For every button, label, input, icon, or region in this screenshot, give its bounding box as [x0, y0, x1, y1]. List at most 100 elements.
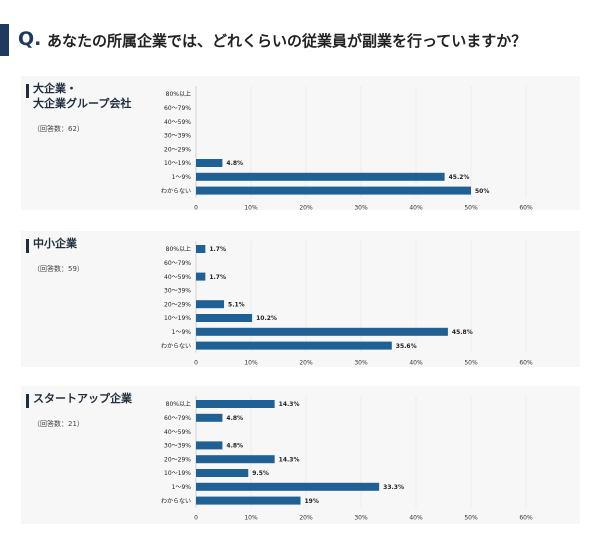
- category-label: 60〜79%: [164, 415, 191, 422]
- category-label: 60〜79%: [164, 260, 191, 267]
- x-tick-label: 10%: [244, 360, 258, 367]
- x-tick-label: 10%: [244, 515, 258, 522]
- question-text: あなたの所属企業では、どれくらいの従業員が副業を行っていますか？: [47, 32, 527, 50]
- bar: [196, 245, 206, 253]
- question-header: Q. あなたの所属企業では、どれくらいの従業員が副業を行っていますか？: [0, 0, 600, 64]
- bar: [196, 341, 392, 350]
- category-label: 30〜39%: [164, 443, 191, 450]
- data-label: 5.1%: [228, 301, 245, 308]
- panel-title-line: スタートアップ企業: [33, 392, 132, 405]
- category-label: 10〜19%: [164, 470, 191, 477]
- x-tick-label: 40%: [409, 205, 423, 212]
- category-label: 20〜29%: [164, 456, 191, 463]
- bar-chart: 0 10% 20% 30% 40% 50% 60% 80%以上 1.7% 60〜79% 40〜59%…: [161, 241, 533, 367]
- question-accent-bar: [0, 24, 9, 56]
- x-tick-label: 30%: [354, 360, 368, 367]
- category-label: 80%以上: [166, 90, 191, 98]
- question-mark: Q.: [18, 28, 42, 50]
- category-label: わからない: [161, 498, 191, 505]
- category-label: 40〜59%: [164, 274, 191, 281]
- panel-title-marker: [26, 84, 29, 98]
- bar: [196, 186, 471, 195]
- respondent-count: （回答数：21）: [33, 420, 84, 428]
- chart-panel-large-enterprise: 大企業・ 大企業グループ会社 （回答数：62） 0 10% 20% 30% 40% 50%…: [21, 76, 580, 212]
- chart-panel-sme: 中小企業 （回答数：59） 0 10% 20% 30% 40% 50% 60% 80%以上 1.…: [21, 231, 580, 367]
- category-label: 40〜59%: [164, 429, 191, 436]
- category-label: わからない: [161, 188, 191, 195]
- panel-title-line: 大企業・: [33, 82, 77, 95]
- data-label: 50%: [475, 188, 489, 195]
- x-tick-label: 60%: [519, 515, 533, 522]
- respondent-count: （回答数：59）: [33, 265, 84, 273]
- category-label: 20〜29%: [164, 301, 191, 308]
- data-label: 4.8%: [226, 415, 243, 422]
- bar: [196, 300, 225, 309]
- x-tick-label: 30%: [354, 515, 368, 522]
- data-label: 4.8%: [226, 160, 243, 167]
- data-label: 9.5%: [252, 470, 269, 477]
- bar: [196, 327, 448, 336]
- bar: [196, 272, 206, 281]
- panel-title: スタートアップ企業: [33, 391, 183, 406]
- category-label: 20〜29%: [164, 146, 191, 153]
- data-label: 35.6%: [396, 343, 417, 350]
- x-tick-label: 30%: [354, 205, 368, 212]
- panel-title-line: 中小企業: [33, 237, 77, 250]
- x-tick-label: 40%: [409, 515, 423, 522]
- panel-title-marker: [26, 394, 29, 408]
- x-tick-label: 0: [194, 205, 198, 212]
- bar: [196, 159, 223, 167]
- category-label: 30〜39%: [164, 133, 191, 140]
- bar: [196, 496, 301, 505]
- panel-title: 大企業・ 大企業グループ会社: [33, 81, 183, 111]
- bar: [196, 482, 380, 491]
- x-tick-label: 10%: [244, 205, 258, 212]
- category-label: 1〜9%: [172, 174, 192, 181]
- data-label: 45.8%: [452, 329, 473, 336]
- category-label: わからない: [161, 343, 191, 350]
- bar: [196, 455, 275, 464]
- category-label: 1〜9%: [172, 484, 192, 491]
- data-label: 19%: [305, 498, 319, 505]
- category-label: 80%以上: [166, 245, 191, 253]
- data-label: 10.2%: [256, 315, 277, 322]
- category-label: 1〜9%: [172, 329, 192, 336]
- category-label: 10〜19%: [164, 160, 191, 167]
- x-tick-label: 60%: [519, 360, 533, 367]
- panel-title: 中小企業: [33, 236, 183, 251]
- x-tick-label: 50%: [464, 515, 478, 522]
- x-tick-label: 20%: [299, 515, 313, 522]
- respondent-count: （回答数：62）: [33, 125, 84, 133]
- data-label: 4.8%: [226, 443, 243, 450]
- x-tick-label: 40%: [409, 360, 423, 367]
- data-label: 1.7%: [209, 274, 226, 281]
- category-label: 30〜39%: [164, 288, 191, 295]
- bar: [196, 413, 223, 422]
- bar: [196, 172, 445, 181]
- x-tick-label: 20%: [299, 205, 313, 212]
- category-label: 80%以上: [166, 400, 191, 408]
- x-tick-label: 0: [194, 360, 198, 367]
- bar: [196, 441, 223, 450]
- bar-chart: 0 10% 20% 30% 40% 50% 60% 80%以上 14.3% 60〜79% 4.8% 4…: [161, 396, 533, 522]
- x-tick-label: 50%: [464, 205, 478, 212]
- data-label: 14.3%: [279, 456, 300, 463]
- x-tick-label: 0: [194, 515, 198, 522]
- bar: [196, 469, 249, 477]
- data-label: 1.7%: [209, 246, 226, 253]
- category-label: 60〜79%: [164, 105, 191, 112]
- data-label: 14.3%: [279, 401, 300, 408]
- bar-chart: 0 10% 20% 30% 40% 50% 60% 80%以上 60〜79% 40〜59% 30〜3…: [161, 86, 533, 212]
- chart-panel-startup: スタートアップ企業 （回答数：21） 0 10% 20% 30% 40% 50% 60% 80…: [21, 386, 580, 524]
- x-tick-label: 50%: [464, 360, 478, 367]
- data-label: 33.3%: [383, 484, 404, 491]
- data-label: 45.2%: [449, 174, 470, 181]
- panel-title-line: 大企業グループ会社: [33, 97, 132, 110]
- x-tick-label: 20%: [299, 360, 313, 367]
- bar: [196, 314, 253, 322]
- category-label: 10〜19%: [164, 315, 191, 322]
- panel-title-marker: [26, 239, 29, 253]
- bar: [196, 400, 275, 408]
- category-label: 40〜59%: [164, 119, 191, 126]
- x-tick-label: 60%: [519, 205, 533, 212]
